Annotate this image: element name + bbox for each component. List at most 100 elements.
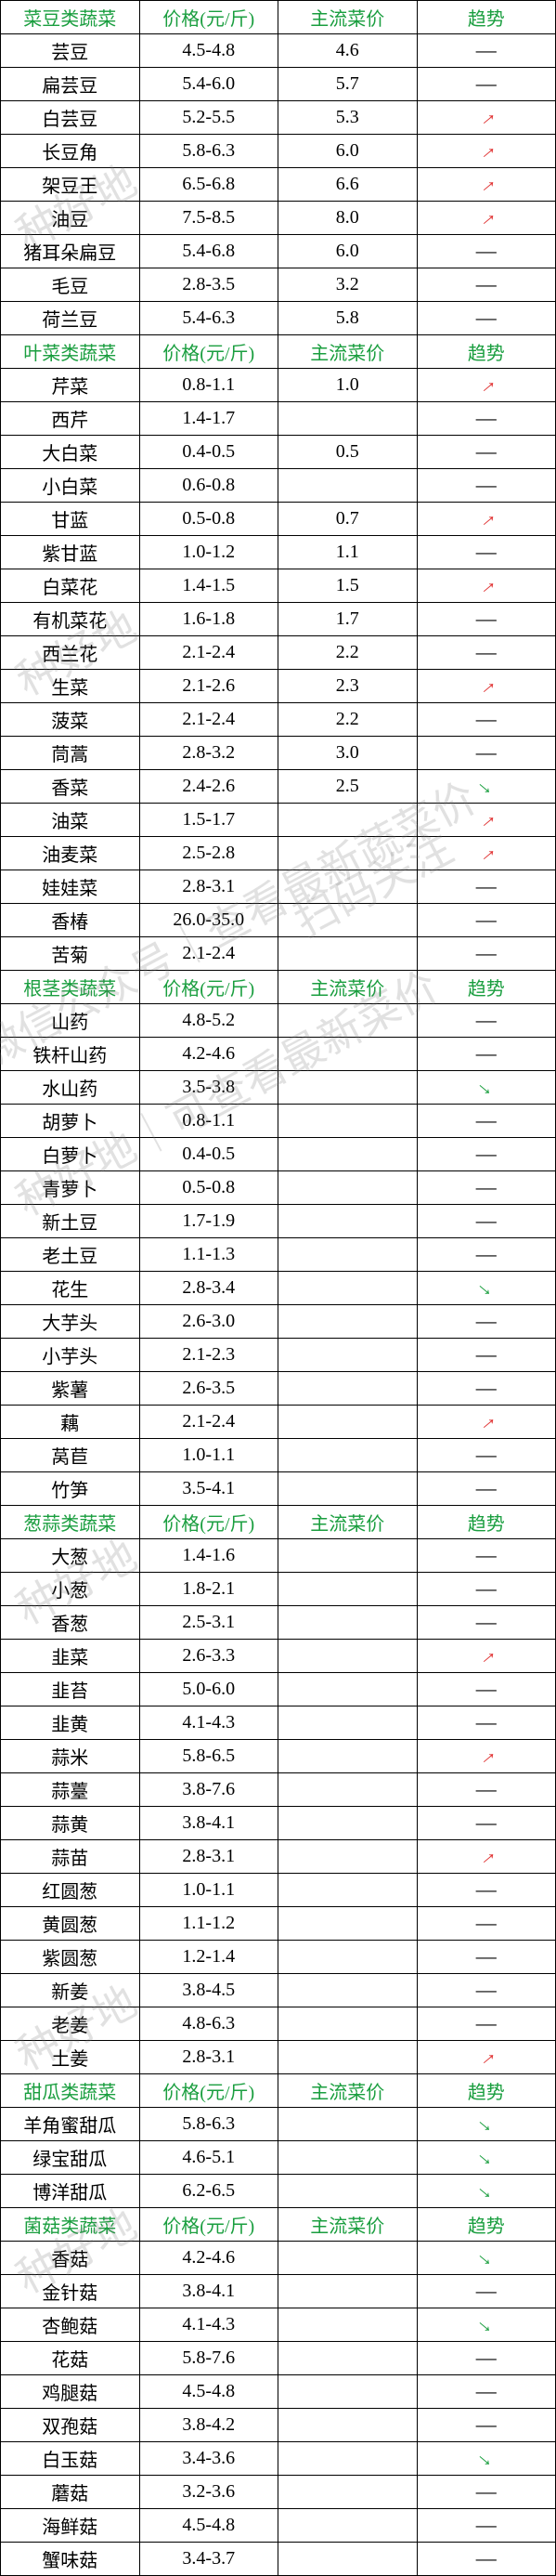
trend-cell: → [417,1272,556,1305]
table-row: 紫圆葱1.2-1.4— [1,1941,556,1974]
main-price [278,1105,418,1138]
trend-flat-icon: — [476,1679,497,1699]
trend-cell: — [417,1573,556,1606]
table-row: 猪耳朵扁豆5.4-6.86.0— [1,235,556,268]
trend-cell: — [417,870,556,904]
trend-cell: — [417,68,556,101]
trend-cell: — [417,1171,556,1205]
price-range: 2.1-2.4 [139,1406,278,1439]
price-range: 1.6-1.8 [139,603,278,636]
price-range: 6.2-6.5 [139,2175,278,2208]
main-price [278,2342,418,2375]
item-name: 土姜 [1,2041,140,2074]
trend-cell: → [417,135,556,168]
table-row: 香椿26.0-35.0— [1,904,556,937]
main-price [278,402,418,436]
price-range: 3.5-3.8 [139,1071,278,1105]
main-price [278,870,418,904]
table-row: 老土豆1.1-1.3— [1,1238,556,1272]
trend-cell: — [417,536,556,569]
trend-cell: — [417,1105,556,1138]
trend-flat-icon: — [476,1545,497,1565]
trend-flat-icon: — [476,1043,497,1064]
main-price [278,2041,418,2074]
trend-cell: — [417,302,556,335]
item-name: 蒜苗 [1,1840,140,1874]
item-name: 蒜薹 [1,1773,140,1807]
main-price [278,1238,418,1272]
col-price: 主流菜价 [278,1506,418,1539]
col-range: 价格(元/斤) [139,2074,278,2108]
trend-cell: — [417,1539,556,1573]
trend-flat-icon: — [476,1980,497,2000]
table-row: 藕2.1-2.4→ [1,1406,556,1439]
trend-flat-icon: — [476,408,497,428]
main-price [278,1205,418,1238]
trend-cell: → [417,369,556,402]
table-row: 白萝卜0.4-0.5— [1,1138,556,1171]
item-name: 新姜 [1,1974,140,2007]
price-range: 2.8-3.4 [139,1272,278,1305]
price-range: 1.7-1.9 [139,1205,278,1238]
table-row: 小葱1.8-2.1— [1,1573,556,1606]
table-row: 茼蒿2.8-3.23.0— [1,737,556,770]
trend-flat-icon: — [476,2515,497,2535]
main-price: 2.2 [278,636,418,670]
price-range: 2.4-2.6 [139,770,278,804]
item-name: 铁杆山药 [1,1038,140,1071]
trend-flat-icon: — [476,1913,497,1933]
col-range: 价格(元/斤) [139,1506,278,1539]
table-row: 蒜苗2.8-3.1→ [1,1840,556,1874]
main-price [278,2308,418,2342]
trend-up-icon: → [472,1841,500,1870]
table-row: 黄圆葱1.1-1.2— [1,1907,556,1941]
price-range: 2.5-3.1 [139,1606,278,1640]
trend-up-icon: → [472,570,500,599]
trend-flat-icon: — [476,475,497,495]
item-name: 博洋甜瓜 [1,2175,140,2208]
trend-flat-icon: — [476,909,497,930]
trend-cell: — [417,603,556,636]
trend-flat-icon: — [476,1010,497,1030]
table-row: 香菜2.4-2.62.5→ [1,770,556,804]
table-row: 油菜1.5-1.7→ [1,804,556,837]
item-name: 蘑菇 [1,2476,140,2509]
trend-up-icon: → [472,1741,500,1770]
table-row: 小白菜0.6-0.8— [1,469,556,503]
trend-flat-icon: — [476,1879,497,1900]
item-name: 鸡腿菇 [1,2375,140,2409]
table-row: 扁芸豆5.4-6.05.7— [1,68,556,101]
main-price: 6.0 [278,135,418,168]
trend-flat-icon: — [476,40,497,60]
item-name: 水山药 [1,1071,140,1105]
trend-cell: → [417,2175,556,2208]
price-range: 7.5-8.5 [139,202,278,235]
price-range: 0.8-1.1 [139,1105,278,1138]
trend-cell: — [417,1004,556,1038]
table-row: 白芸豆5.2-5.55.3→ [1,101,556,135]
trend-flat-icon: — [476,2481,497,2502]
col-trend: 趋势 [417,2208,556,2242]
trend-flat-icon: — [476,2414,497,2435]
trend-cell: — [417,2543,556,2576]
table-row: 羊角蜜甜瓜5.8-6.3→ [1,2108,556,2141]
main-price: 6.6 [278,168,418,202]
table-row: 花菇5.8-7.6— [1,2342,556,2375]
trend-cell: → [417,837,556,870]
item-name: 紫圆葱 [1,1941,140,1974]
price-range: 5.4-6.8 [139,235,278,268]
table-row: 大芋头2.6-3.0— [1,1305,556,1339]
trend-cell: — [417,1673,556,1706]
price-range: 1.0-1.1 [139,1874,278,1907]
trend-flat-icon: — [476,1445,497,1465]
table-row: 紫薯2.6-3.5— [1,1372,556,1406]
trend-flat-icon: — [476,1344,497,1365]
item-name: 菠菜 [1,703,140,737]
trend-down-icon: → [472,2142,500,2171]
trend-flat-icon: — [476,1177,497,1197]
main-price [278,937,418,971]
main-price [278,1305,418,1339]
trend-cell: — [417,1372,556,1406]
trend-cell: — [417,469,556,503]
trend-cell: → [417,503,556,536]
